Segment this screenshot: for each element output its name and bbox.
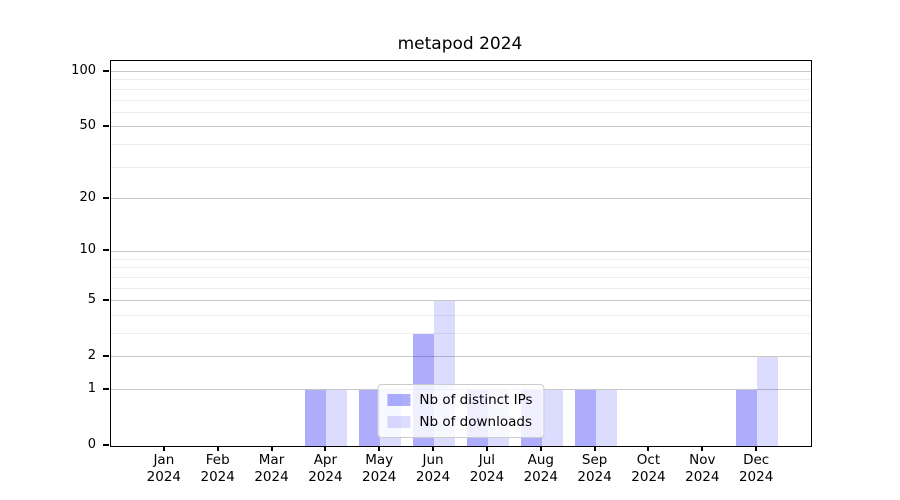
gridline (111, 144, 811, 146)
x-tick-mark (593, 446, 596, 451)
y-tick-mark (103, 249, 109, 252)
bar (541, 389, 563, 446)
gridline (111, 276, 811, 278)
x-tick-mark (270, 446, 273, 451)
gridline (111, 250, 811, 252)
legend: Nb of distinct IPs Nb of downloads (377, 384, 545, 438)
bar (574, 389, 596, 446)
x-tick-mark (216, 446, 219, 451)
x-tick-label: Nov 2024 (685, 452, 720, 485)
x-tick-mark (378, 446, 381, 451)
x-tick-mark (701, 446, 704, 451)
gridline (111, 166, 811, 168)
gridline (111, 267, 811, 269)
gridline (111, 333, 811, 335)
x-tick-label: Apr 2024 (308, 452, 343, 485)
legend-label-distinct-ips: Nb of distinct IPs (419, 392, 533, 408)
x-tick-mark (539, 446, 542, 451)
bar (305, 389, 327, 446)
gridline (111, 198, 811, 200)
x-tick-label: May 2024 (362, 452, 397, 485)
y-tick-mark (103, 69, 109, 72)
gridline (111, 300, 811, 302)
y-tick-mark (103, 196, 109, 199)
legend-row-downloads: Nb of downloads (387, 414, 532, 430)
gridline (111, 356, 811, 358)
y-tick-label: 0 (87, 437, 96, 452)
y-tick-label: 10 (79, 242, 96, 258)
x-tick-mark (755, 446, 758, 451)
legend-row-distinct-ips: Nb of distinct IPs (387, 392, 533, 408)
x-tick-label: Dec 2024 (738, 452, 774, 485)
chart-title: metapod 2024 (397, 34, 523, 54)
x-tick-label: Jun 2024 (415, 452, 451, 485)
y-tick-mark (103, 354, 109, 357)
bar (736, 389, 758, 446)
x-tick-mark (485, 446, 488, 451)
gridline (111, 287, 811, 289)
bar (359, 389, 381, 446)
gridline (111, 79, 811, 81)
legend-swatch-downloads (387, 416, 411, 428)
x-tick-mark (647, 446, 650, 451)
gridline (111, 258, 811, 260)
bar (757, 356, 779, 446)
y-tick-label: 100 (71, 62, 96, 78)
y-tick-label: 20 (79, 189, 96, 205)
x-tick-label: Feb 2024 (200, 452, 235, 485)
y-tick-label: 5 (87, 291, 96, 307)
y-tick-label: 1 (87, 380, 96, 396)
x-tick-mark (162, 446, 165, 451)
y-tick-label: 50 (79, 117, 96, 133)
gridline (111, 99, 811, 101)
y-tick-label: 2 (87, 347, 96, 363)
x-tick-label: Jan 2024 (146, 452, 182, 485)
x-tick-mark (324, 446, 327, 451)
x-tick-label: Mar 2024 (254, 452, 289, 485)
x-tick-label: Aug 2024 (523, 452, 558, 485)
gridline (111, 314, 811, 316)
y-tick-mark (103, 298, 109, 301)
legend-label-downloads: Nb of downloads (419, 414, 532, 430)
bar (326, 389, 348, 446)
x-tick-mark (432, 446, 435, 451)
gridline (111, 71, 811, 73)
x-tick-label: Jul 2024 (469, 452, 505, 485)
gridline (111, 88, 811, 90)
bar (595, 389, 617, 446)
gridline (111, 111, 811, 113)
gridline (111, 126, 811, 128)
y-tick-mark (103, 124, 109, 127)
y-tick-mark (103, 387, 109, 390)
x-tick-label: Oct 2024 (631, 452, 666, 485)
plot-area: Nb of distinct IPs Nb of downloads (110, 60, 812, 447)
x-tick-label: Sep 2024 (577, 452, 612, 485)
y-tick-mark (103, 444, 109, 446)
legend-swatch-distinct-ips (387, 394, 411, 406)
